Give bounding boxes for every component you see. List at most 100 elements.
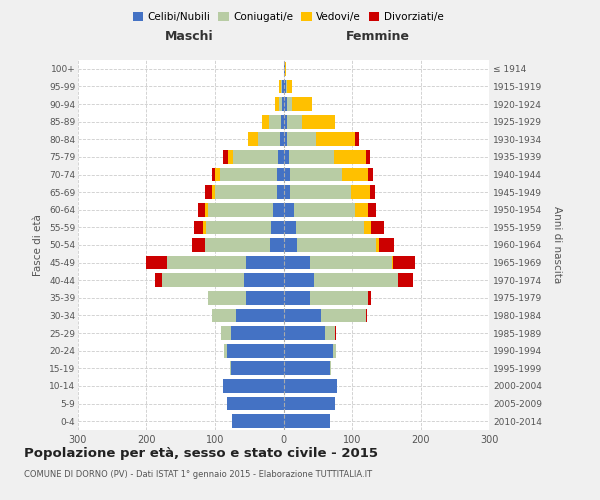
Bar bbox=[294, 203, 355, 216]
Bar bbox=[366, 308, 367, 322]
Bar bbox=[194, 220, 203, 234]
Bar bbox=[205, 186, 212, 199]
Bar bbox=[364, 220, 371, 234]
Bar bbox=[333, 344, 336, 358]
Bar bbox=[167, 256, 246, 270]
Bar bbox=[325, 326, 335, 340]
Bar bbox=[335, 326, 336, 340]
Legend: Celibi/Nubili, Coniugati/e, Vedovi/e, Divorziati/e: Celibi/Nubili, Coniugati/e, Vedovi/e, Di… bbox=[128, 8, 448, 26]
Bar bbox=[281, 80, 282, 94]
Bar bbox=[296, 220, 364, 234]
Bar bbox=[287, 115, 302, 128]
Text: Popolazione per età, sesso e stato civile - 2015: Popolazione per età, sesso e stato civil… bbox=[24, 448, 378, 460]
Bar bbox=[316, 132, 355, 146]
Bar bbox=[290, 186, 350, 199]
Bar bbox=[233, 150, 278, 164]
Bar bbox=[275, 97, 279, 111]
Bar bbox=[310, 291, 368, 304]
Bar bbox=[292, 97, 311, 111]
Bar bbox=[284, 291, 310, 304]
Bar bbox=[208, 203, 273, 216]
Bar bbox=[284, 168, 290, 181]
Bar bbox=[284, 80, 286, 94]
Bar bbox=[244, 274, 284, 287]
Bar bbox=[368, 203, 376, 216]
Bar bbox=[398, 274, 413, 287]
Bar bbox=[215, 186, 277, 199]
Bar bbox=[287, 97, 292, 111]
Bar bbox=[284, 344, 333, 358]
Bar bbox=[223, 150, 228, 164]
Bar bbox=[223, 379, 284, 393]
Bar bbox=[279, 97, 282, 111]
Text: Femmine: Femmine bbox=[346, 30, 410, 44]
Bar bbox=[284, 274, 314, 287]
Bar bbox=[205, 203, 208, 216]
Bar bbox=[284, 362, 330, 375]
Bar bbox=[284, 238, 297, 252]
Bar bbox=[367, 150, 370, 164]
Bar bbox=[248, 132, 258, 146]
Bar bbox=[284, 326, 325, 340]
Bar bbox=[284, 379, 337, 393]
Bar bbox=[271, 220, 284, 234]
Bar bbox=[246, 291, 284, 304]
Bar bbox=[284, 132, 287, 146]
Bar bbox=[232, 414, 284, 428]
Bar bbox=[227, 344, 284, 358]
Bar bbox=[220, 168, 277, 181]
Bar bbox=[232, 326, 284, 340]
Bar bbox=[287, 80, 292, 94]
Bar bbox=[297, 238, 376, 252]
Bar bbox=[205, 238, 270, 252]
Y-axis label: Fasce di età: Fasce di età bbox=[34, 214, 43, 276]
Bar bbox=[284, 414, 330, 428]
Bar bbox=[342, 168, 368, 181]
Bar bbox=[289, 150, 334, 164]
Bar bbox=[285, 62, 286, 76]
Bar bbox=[290, 168, 342, 181]
Y-axis label: Anni di nascita: Anni di nascita bbox=[552, 206, 562, 284]
Bar bbox=[270, 238, 284, 252]
Bar bbox=[281, 115, 284, 128]
Bar bbox=[370, 186, 375, 199]
Bar bbox=[269, 115, 281, 128]
Bar bbox=[287, 132, 316, 146]
Bar bbox=[355, 132, 359, 146]
Bar bbox=[273, 203, 284, 216]
Bar bbox=[215, 168, 220, 181]
Text: Maschi: Maschi bbox=[164, 30, 213, 44]
Bar bbox=[212, 308, 236, 322]
Bar bbox=[284, 308, 321, 322]
Bar bbox=[368, 168, 373, 181]
Bar bbox=[286, 80, 287, 94]
Bar bbox=[284, 150, 289, 164]
Bar bbox=[393, 256, 415, 270]
Bar bbox=[284, 115, 287, 128]
Bar bbox=[227, 396, 284, 410]
Bar bbox=[284, 203, 294, 216]
Bar bbox=[193, 238, 205, 252]
Bar bbox=[208, 291, 246, 304]
Bar bbox=[284, 62, 285, 76]
Bar bbox=[277, 168, 284, 181]
Bar bbox=[280, 80, 281, 94]
Bar bbox=[146, 256, 167, 270]
Bar bbox=[161, 274, 244, 287]
Bar bbox=[314, 274, 398, 287]
Bar bbox=[277, 186, 284, 199]
Bar bbox=[262, 115, 269, 128]
Bar bbox=[246, 256, 284, 270]
Bar bbox=[282, 97, 284, 111]
Bar bbox=[212, 186, 215, 199]
Bar bbox=[278, 150, 284, 164]
Bar bbox=[284, 186, 290, 199]
Bar bbox=[236, 308, 284, 322]
Bar bbox=[371, 220, 383, 234]
Bar bbox=[302, 115, 335, 128]
Text: COMUNE DI DORNO (PV) - Dati ISTAT 1° gennaio 2015 - Elaborazione TUTTITALIA.IT: COMUNE DI DORNO (PV) - Dati ISTAT 1° gen… bbox=[24, 470, 372, 479]
Bar bbox=[284, 396, 335, 410]
Bar bbox=[334, 150, 367, 164]
Bar bbox=[392, 256, 393, 270]
Bar bbox=[310, 256, 392, 270]
